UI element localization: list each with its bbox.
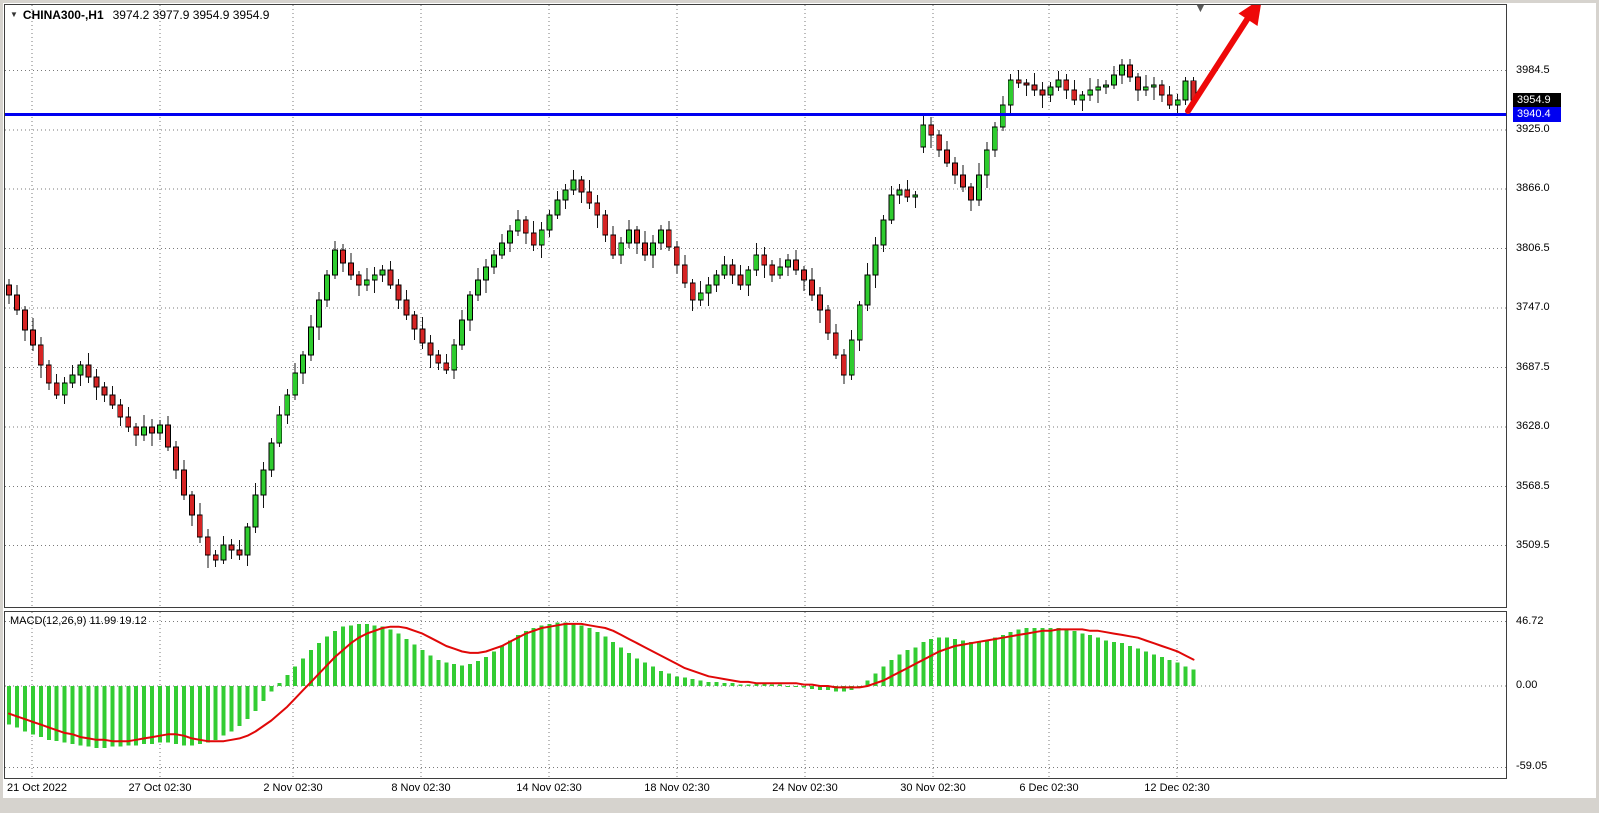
price-chart-canvas[interactable] [5, 5, 1506, 607]
time-tick-label: 21 Oct 2022 [7, 782, 67, 794]
price-tick-label: 3806.5 [1516, 242, 1550, 254]
price-tick-label: 3925.0 [1516, 123, 1550, 135]
time-axis: 21 Oct 2022 27 Oct 02:30 2 Nov 02:30 8 Nov … [3, 781, 1508, 798]
candles [6, 59, 1197, 568]
price-pane[interactable] [4, 4, 1507, 608]
time-tick-label: 14 Nov 02:30 [516, 782, 582, 794]
time-tick-label: 6 Dec 02:30 [1019, 782, 1079, 794]
macd-signal-line [8, 622, 1195, 743]
price-tick-label: 3984.5 [1516, 64, 1550, 76]
time-tick-label: 12 Dec 02:30 [1144, 782, 1210, 794]
time-tick-label: 30 Nov 02:30 [900, 782, 966, 794]
symbol-timeframe-label: CHINA300-,H1 [22, 8, 104, 22]
price-tick-label: 3866.0 [1516, 182, 1550, 194]
macd-indicator-label: MACD(12,26,9) 11.99 19.12 [10, 615, 147, 627]
macd-tick-label: 0.00 [1516, 679, 1538, 691]
trend-arrow[interactable] [1185, 5, 1262, 114]
price-tick-label: 3568.5 [1516, 480, 1550, 492]
price-tick-label: 3509.5 [1516, 539, 1550, 551]
price-axis: 3984.5 3925.0 3866.0 3806.5 3747.0 3687.5 3628… [1509, 3, 1596, 798]
price-gridlines [5, 5, 1506, 607]
chart-shift-marker-icon[interactable]: ▼ [1194, 0, 1207, 15]
time-tick-label: 27 Oct 02:30 [128, 782, 192, 794]
macd-chart-canvas[interactable] [5, 612, 1506, 778]
price-tick-label: 3687.5 [1516, 361, 1550, 373]
ohlc-values: 3974.2 3977.9 3954.9 3954.9 [112, 8, 270, 22]
bid-price-badge: 3954.9 [1513, 93, 1561, 108]
price-tick-label: 3747.0 [1516, 301, 1550, 313]
time-tick-label: 18 Nov 02:30 [644, 782, 710, 794]
time-tick-label: 8 Nov 02:30 [391, 782, 451, 794]
time-tick-label: 2 Nov 02:30 [263, 782, 323, 794]
time-tick-label: 24 Nov 02:30 [772, 782, 838, 794]
macd-tick-label: 46.72 [1516, 615, 1544, 627]
hline-price-badge: 3940.4 [1513, 107, 1561, 122]
macd-histogram [7, 622, 1196, 749]
chart-header: ▼ CHINA300-,H1 3974.2 3977.9 3954.9 3954.9 [10, 8, 269, 22]
horizontal-line[interactable] [5, 113, 1506, 117]
macd-tick-label: -59.05 [1516, 760, 1548, 772]
macd-pane[interactable] [4, 611, 1507, 779]
symbol-marker-icon: ▼ [10, 10, 18, 19]
chart-area: ▼ CHINA300-,H1 3974.2 3977.9 3954.9 3954.9… [3, 0, 1596, 798]
price-tick-label: 3628.0 [1516, 420, 1550, 432]
